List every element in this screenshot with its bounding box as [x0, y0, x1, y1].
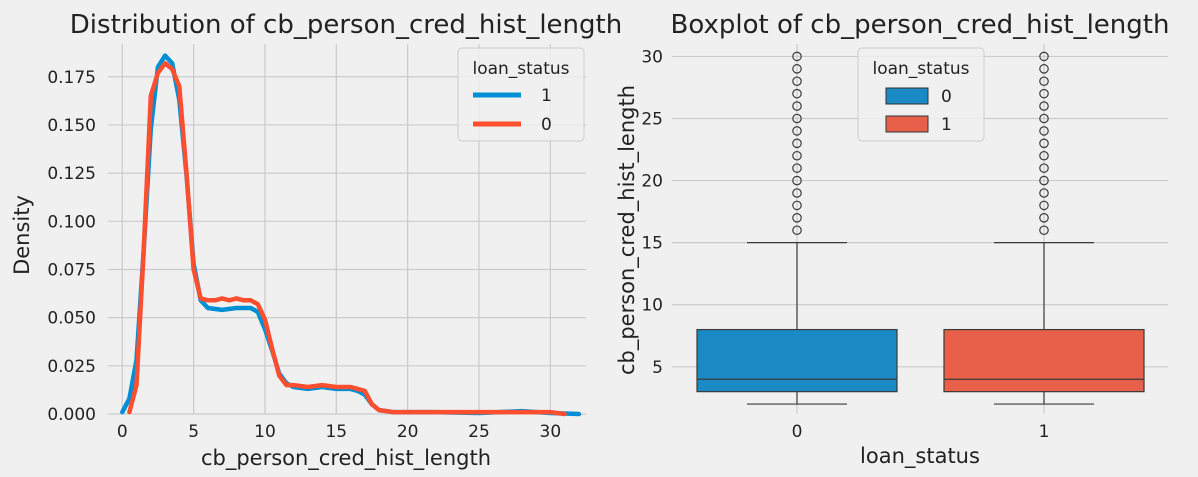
boxplot-legend-swatch-0 — [885, 87, 929, 105]
kde-y-tick-label: 0.050 — [47, 309, 96, 329]
kde-x-ticks: 0 5 10 15 20 25 30 — [117, 422, 561, 442]
boxplot-outlier-point — [792, 200, 802, 211]
kde-x-tick-label: 25 — [468, 422, 490, 442]
boxplot-legend-swatch-1 — [885, 115, 929, 133]
boxplot-y-tick-label: 5 — [652, 358, 663, 378]
boxplot-outlier-point — [792, 213, 802, 223]
boxplot-legend-label-1: 1 — [941, 115, 952, 135]
boxplot-x-tick-label: 0 — [792, 422, 803, 442]
boxplot-y-tick-label: 15 — [641, 234, 663, 254]
boxplot-y-tick-label: 20 — [641, 172, 663, 192]
kde-y-tick-label: 0.100 — [47, 212, 96, 232]
boxplot-outlier-point — [1039, 225, 1049, 236]
kde-x-tick-label: 5 — [188, 422, 199, 442]
kde-y-tick-label: 0.125 — [47, 164, 96, 184]
kde-y-ticks: 0.000 0.025 0.050 0.075 0.100 0.125 0.150 0.175 — [47, 68, 96, 425]
kde-chart-title: Distribution of cb_person_cred_hist_leng… — [70, 10, 622, 40]
boxplot-y-axis-label: cb_person_cred_hist_length — [615, 85, 640, 375]
boxplot-y-tick-label: 30 — [641, 47, 663, 67]
kde-y-tick-label: 0.150 — [47, 116, 96, 136]
boxplot-legend-title: loan_status — [872, 59, 969, 79]
boxplot-chart-title: Boxplot of cb_person_cred_hist_length — [671, 10, 1170, 40]
boxplot-y-ticks: 5 10 15 20 25 30 — [641, 47, 663, 377]
boxplot-group-1 — [943, 51, 1145, 405]
boxplot-outlier-point — [792, 51, 802, 62]
boxplot-outlier-point — [792, 113, 802, 124]
kde-x-tick-label: 0 — [117, 422, 128, 442]
kde-y-tick-label: 0.025 — [47, 357, 96, 377]
boxplot-outlier-point — [1039, 163, 1049, 173]
boxplot-outlier-point — [1039, 188, 1049, 198]
boxplot-y-tick-label: 10 — [641, 296, 663, 316]
boxplot-outlier-point — [792, 76, 802, 87]
kde-legend-title: loan_status — [472, 59, 569, 79]
kde-x-axis-label: cb_person_cred_hist_length — [201, 446, 491, 471]
boxplot-outlier-point — [1039, 88, 1049, 99]
boxplot-box — [696, 328, 898, 393]
boxplot-outlier-point — [1039, 138, 1049, 149]
boxplot-boxes — [696, 51, 1145, 405]
kde-chart: Distribution of cb_person_cred_hist_leng… — [10, 10, 622, 471]
boxplot-outlier-point — [792, 188, 802, 198]
boxplot-outlier-point — [1039, 213, 1049, 223]
kde-y-axis-label: Density — [10, 195, 34, 275]
boxplot-outlier-point — [792, 126, 802, 136]
kde-series-0-line — [127, 61, 567, 417]
boxplot-outlier-point — [1039, 175, 1049, 186]
kde-y-tick-label: 0.000 — [47, 405, 96, 425]
boxplot-outlier-point — [1039, 113, 1049, 124]
kde-legend-label-1: 1 — [541, 86, 552, 106]
boxplot-outlier-point — [1039, 64, 1049, 74]
boxplot-outlier-point — [792, 101, 802, 111]
boxplot-outlier-point — [792, 175, 802, 186]
boxplot-x-tick-label: 1 — [1039, 422, 1050, 442]
kde-legend: loan_status 1 0 — [457, 47, 585, 142]
boxplot-outlier-point — [1039, 126, 1049, 136]
boxplot-x-axis-label: loan_status — [860, 444, 980, 469]
boxplot-outlier-point — [792, 163, 802, 173]
boxplot-legend-label-0: 0 — [941, 87, 952, 107]
kde-x-tick-label: 10 — [254, 422, 276, 442]
kde-y-tick-label: 0.175 — [47, 68, 96, 88]
boxplot-y-tick-label: 25 — [641, 109, 663, 129]
boxplot-outlier-point — [1039, 101, 1049, 111]
kde-y-tick-label: 0.075 — [47, 260, 96, 280]
boxplot-outlier-point — [792, 88, 802, 99]
boxplot-outlier-point — [1039, 150, 1049, 161]
kde-lines — [120, 53, 582, 417]
kde-legend-label-0: 0 — [541, 115, 552, 135]
boxplot-outlier-point — [1039, 200, 1049, 211]
boxplot-group-0 — [696, 51, 898, 405]
kde-x-tick-label: 15 — [325, 422, 347, 442]
boxplot-outlier-point — [1039, 51, 1049, 62]
boxplot-outlier-point — [792, 150, 802, 161]
boxplot-outlier-point — [792, 225, 802, 236]
boxplot-legend: loan_status 0 1 — [857, 47, 985, 142]
kde-x-tick-label: 20 — [397, 422, 419, 442]
kde-x-tick-label: 30 — [540, 422, 562, 442]
boxplot-outlier-point — [792, 138, 802, 149]
boxplot-box — [943, 328, 1145, 393]
boxplot-outlier-point — [792, 64, 802, 74]
boxplot-outlier-point — [1039, 76, 1049, 87]
